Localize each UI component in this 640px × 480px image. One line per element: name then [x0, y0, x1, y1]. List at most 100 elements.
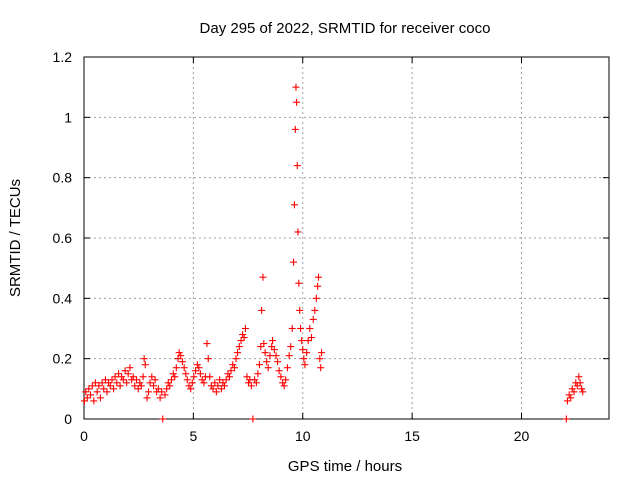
data-point [287, 343, 295, 351]
data-point [579, 388, 587, 396]
data-point [200, 379, 208, 387]
x-tick-label: 20 [514, 428, 530, 444]
data-point [82, 388, 90, 396]
data-point [304, 337, 312, 345]
data-point [113, 379, 121, 387]
data-point [291, 125, 299, 133]
data-point [192, 367, 200, 375]
data-point [563, 397, 571, 405]
data-point [311, 306, 319, 314]
data-point [118, 373, 126, 381]
data-point [126, 364, 134, 372]
data-point [178, 358, 186, 366]
data-point [254, 370, 262, 378]
data-point [111, 373, 119, 381]
y-tick-label: 0 [64, 411, 72, 427]
data-point [578, 385, 586, 393]
data-point [255, 361, 263, 369]
data-point [163, 385, 171, 393]
data-point [140, 355, 148, 363]
data-point [576, 379, 584, 387]
data-point [314, 282, 322, 290]
data-point [204, 355, 212, 363]
data-point [133, 376, 140, 384]
data-point [229, 361, 237, 369]
data-point [295, 279, 303, 287]
data-point [100, 385, 108, 393]
data-point [183, 376, 191, 384]
data-point [222, 376, 230, 384]
data-point [309, 315, 317, 323]
data-point [219, 379, 227, 387]
data-point [131, 382, 139, 390]
data-point [177, 352, 185, 360]
y-tick-label: 0.4 [53, 290, 73, 306]
data-point [148, 373, 156, 381]
data-point [279, 379, 287, 387]
data-point [316, 355, 324, 363]
data-point [166, 382, 174, 390]
data-point [196, 370, 204, 378]
data-point [567, 394, 575, 402]
data-point [136, 379, 144, 387]
data-point [216, 376, 224, 384]
data-point [232, 355, 240, 363]
y-axis-label: SRMTID / TECUs [7, 179, 24, 297]
data-point [110, 385, 118, 393]
data-point [274, 358, 282, 366]
data-point [283, 364, 291, 372]
axis-ticks [83, 56, 609, 420]
data-point [217, 385, 225, 393]
data-point [209, 385, 217, 393]
data-point [180, 364, 188, 372]
data-point [296, 306, 304, 314]
data-point [299, 346, 307, 354]
data-point [290, 201, 298, 209]
data-point [272, 352, 280, 360]
data-point [139, 373, 147, 381]
data-point [124, 370, 132, 378]
y-tick-label: 0.2 [53, 351, 73, 367]
data-point [182, 370, 190, 378]
data-point [115, 370, 123, 378]
data-point [312, 294, 320, 302]
data-point [93, 388, 101, 396]
data-point [212, 388, 220, 396]
data-point [259, 273, 267, 281]
data-point [285, 352, 293, 360]
data-point [301, 361, 309, 369]
data-point [134, 385, 142, 393]
data-point [88, 382, 96, 390]
data-point [151, 376, 159, 384]
data-point [234, 349, 242, 357]
data-point [260, 340, 268, 348]
x-tick-label: 10 [295, 428, 311, 444]
data-point [263, 358, 271, 366]
x-tick-label: 0 [80, 428, 88, 444]
data-point [129, 373, 137, 381]
data-point [185, 382, 193, 390]
data-point [240, 334, 248, 342]
data-point [568, 385, 576, 393]
data-point [251, 376, 259, 384]
data-point [105, 379, 112, 387]
data-point [235, 343, 243, 351]
data-point [150, 382, 158, 390]
data-point [297, 325, 305, 332]
x-tick-label: 15 [404, 428, 420, 444]
data-point [247, 382, 255, 390]
data-point [570, 388, 578, 396]
data-series-srmtid [80, 83, 587, 423]
data-point [175, 349, 183, 357]
data-point [168, 376, 175, 384]
y-tick-labels: 0 0.2 0.4 0.6 0.8 1 1.2 [53, 49, 73, 427]
y-tick-label: 1 [64, 109, 72, 125]
y-tick-label: 1.2 [53, 49, 73, 65]
data-point [562, 415, 570, 423]
data-point [83, 394, 91, 402]
data-point [257, 343, 265, 351]
data-point [98, 379, 106, 387]
data-point [101, 376, 109, 384]
data-point [91, 379, 99, 387]
